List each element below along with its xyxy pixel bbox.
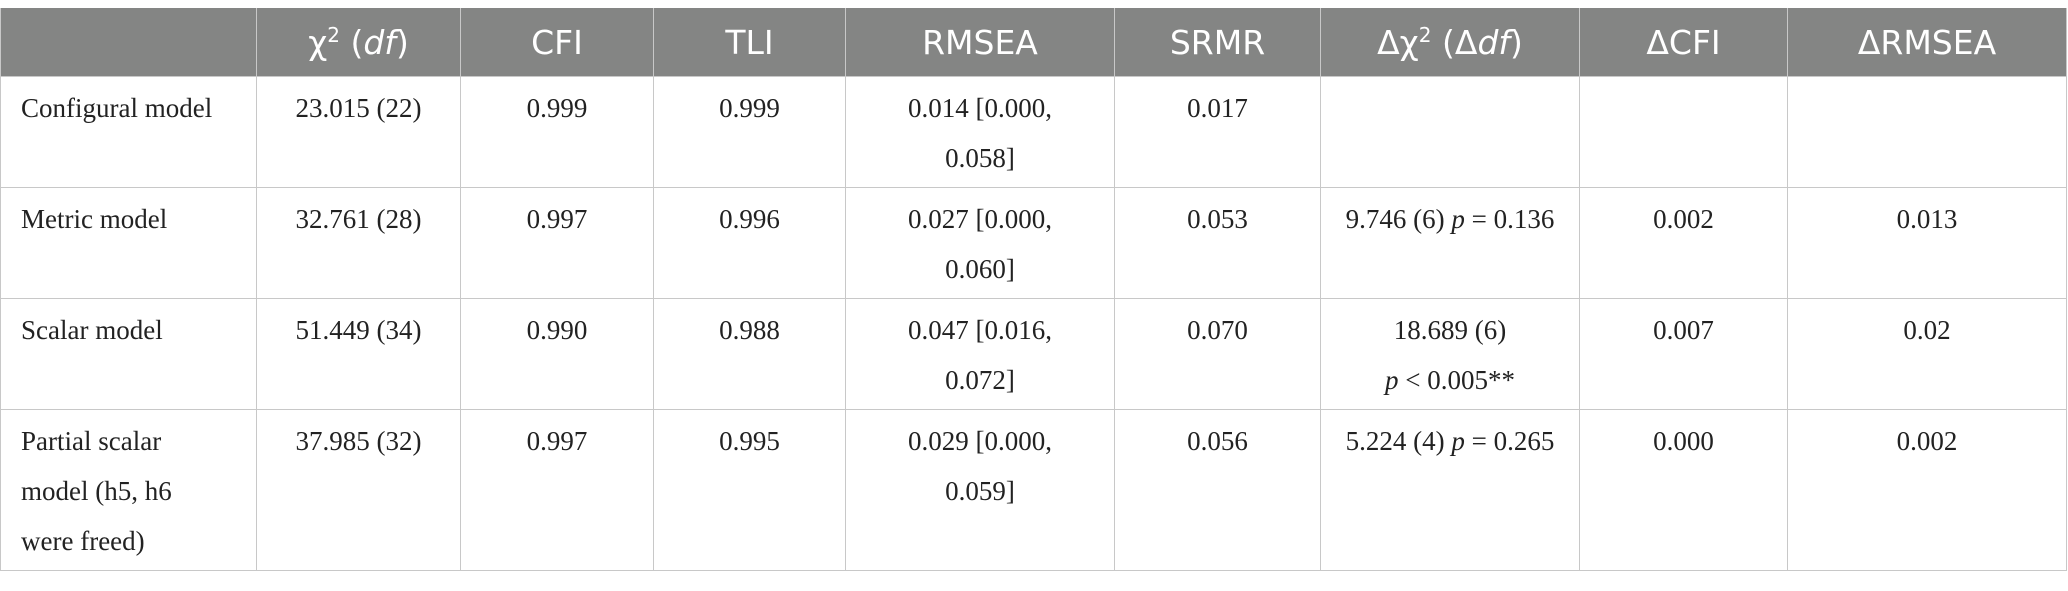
cell-delta-rmsea: 0.013 (1787, 187, 2067, 299)
cell-tli: 0.995 (653, 409, 846, 571)
cell-model: Metric model (0, 187, 257, 299)
table-row-configural: Configural model 23.015 (22) 0.999 0.999… (0, 76, 2067, 188)
header-chi-symbol: χ (308, 22, 328, 62)
p-label: p (1451, 204, 1465, 234)
cell-delta-rmsea: 0.02 (1787, 298, 2067, 410)
header-dchi-open: (Δ (1431, 22, 1478, 62)
cell-tli: 0.988 (653, 298, 846, 410)
model-line-2: model (h5, h6 (21, 476, 172, 506)
cell-tli: 0.996 (653, 187, 846, 299)
table-body: Configural model 23.015 (22) 0.999 0.999… (0, 76, 2067, 571)
cell-cfi: 0.997 (460, 409, 654, 571)
fit-indices-table: χ2 (df) CFI TLI RMSEA SRMR Δχ2 (Δdf) ΔCF… (0, 8, 2067, 571)
cell-srmr: 0.053 (1114, 187, 1321, 299)
header-chi-square: χ2 (df) (256, 8, 461, 77)
header-row: χ2 (df) CFI TLI RMSEA SRMR Δχ2 (Δdf) ΔCF… (0, 8, 2067, 77)
cell-delta-chi (1320, 76, 1580, 188)
cell-model: Configural model (0, 76, 257, 188)
cell-chi: 32.761 (28) (256, 187, 461, 299)
header-delta-rmsea: ΔRMSEA (1787, 8, 2067, 77)
cell-srmr: 0.056 (1114, 409, 1321, 571)
cell-rmsea: 0.047 [0.016, 0.072] (845, 298, 1115, 410)
rmsea-line-2: 0.060] (945, 254, 1015, 284)
header-tli: TLI (653, 8, 846, 77)
cell-delta-cfi: 0.007 (1579, 298, 1788, 410)
cell-delta-cfi: 0.002 (1579, 187, 1788, 299)
table-header: χ2 (df) CFI TLI RMSEA SRMR Δχ2 (Δdf) ΔCF… (0, 8, 2067, 77)
cell-srmr: 0.017 (1114, 76, 1321, 188)
header-delta-cfi: ΔCFI (1579, 8, 1788, 77)
table-row-partial-scalar: Partial scalar model (h5, h6 were freed) 3… (0, 409, 2067, 571)
cell-model: Partial scalar model (h5, h6 were freed) (0, 409, 257, 571)
header-dchi-superscript: 2 (1418, 22, 1432, 47)
cell-delta-chi: 18.689 (6) p < 0.005** (1320, 298, 1580, 410)
rmsea-line-2: 0.059] (945, 476, 1015, 506)
cell-cfi: 0.999 (460, 76, 654, 188)
cell-rmsea: 0.029 [0.000, 0.059] (845, 409, 1115, 571)
cell-chi: 37.985 (32) (256, 409, 461, 571)
model-line-3: were freed) (21, 526, 145, 556)
delta-chi-value: 9.746 (6) (1345, 204, 1452, 234)
rmsea-line-2: 0.058] (945, 143, 1015, 173)
p-value: = 0.265 (1464, 426, 1555, 456)
cell-model: Scalar model (0, 298, 257, 410)
cell-delta-rmsea: 0.002 (1787, 409, 2067, 571)
rmsea-line-2: 0.072] (945, 365, 1015, 395)
header-dchi-close: ) (1510, 22, 1523, 62)
cell-cfi: 0.997 (460, 187, 654, 299)
rmsea-line-1: 0.029 [0.000, (908, 426, 1052, 456)
rmsea-line-1: 0.014 [0.000, (908, 93, 1052, 123)
cell-delta-cfi (1579, 76, 1788, 188)
model-line-1: Partial scalar (21, 426, 162, 456)
delta-chi-value: 18.689 (6) (1393, 315, 1507, 345)
p-value: = 0.136 (1464, 204, 1555, 234)
header-srmr: SRMR (1114, 8, 1321, 77)
cell-cfi: 0.990 (460, 298, 654, 410)
cell-chi: 23.015 (22) (256, 76, 461, 188)
cell-delta-cfi: 0.000 (1579, 409, 1788, 571)
header-chi-df: df (363, 22, 396, 62)
header-delta-chi-square: Δχ2 (Δdf) (1320, 8, 1580, 77)
header-stub (0, 8, 257, 77)
header-dchi-symbol: Δχ (1377, 22, 1419, 62)
rmsea-line-1: 0.047 [0.016, (908, 315, 1052, 345)
header-chi-superscript: 2 (327, 22, 340, 47)
p-label: p (1451, 426, 1465, 456)
p-value: < 0.005** (1398, 365, 1515, 395)
cell-delta-chi: 5.224 (4) p = 0.265 (1320, 409, 1580, 571)
cell-tli: 0.999 (653, 76, 846, 188)
delta-chi-p-line: p < 0.005** (1333, 355, 1567, 405)
header-cfi: CFI (460, 8, 654, 77)
fit-indices-table-container: χ2 (df) CFI TLI RMSEA SRMR Δχ2 (Δdf) ΔCF… (0, 8, 2067, 571)
cell-chi: 51.449 (34) (256, 298, 461, 410)
delta-chi-value: 5.224 (4) (1345, 426, 1452, 456)
rmsea-line-1: 0.027 [0.000, (908, 204, 1052, 234)
header-dchi-df: df (1477, 22, 1511, 62)
cell-delta-rmsea (1787, 76, 2067, 188)
cell-delta-chi: 9.746 (6) p = 0.136 (1320, 187, 1580, 299)
header-chi-close: ) (395, 22, 409, 62)
table-row-metric: Metric model 32.761 (28) 0.997 0.996 0.0… (0, 187, 2067, 299)
cell-rmsea: 0.027 [0.000, 0.060] (845, 187, 1115, 299)
header-chi-open: ( (339, 22, 364, 62)
p-label: p (1385, 365, 1399, 395)
cell-rmsea: 0.014 [0.000, 0.058] (845, 76, 1115, 188)
header-rmsea: RMSEA (845, 8, 1115, 77)
table-row-scalar: Scalar model 51.449 (34) 0.990 0.988 0.0… (0, 298, 2067, 410)
cell-srmr: 0.070 (1114, 298, 1321, 410)
